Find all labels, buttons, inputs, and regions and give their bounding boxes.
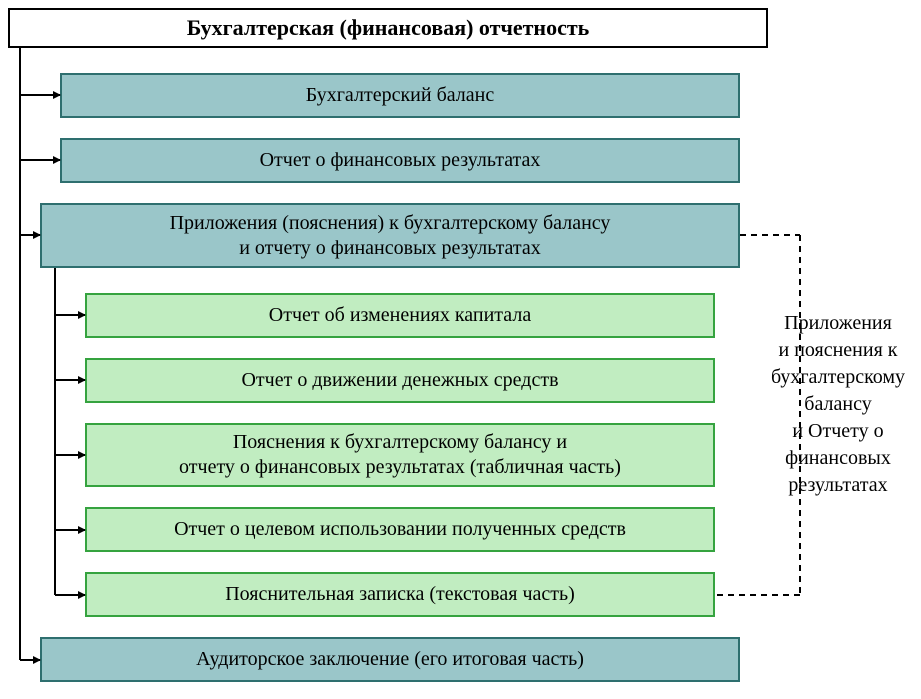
node-targeted-funds-report: Отчет о целевом использовании полученных… xyxy=(85,507,715,552)
node-label: Отчет об изменениях капитала xyxy=(269,303,531,328)
side-annotation-text: Приложенияи пояснения кбухгалтерскомубал… xyxy=(771,312,905,496)
node-label: Отчет о целевом использовании полученных… xyxy=(174,517,626,542)
node-explanatory-note: Пояснительная записка (текстовая часть) xyxy=(85,572,715,617)
side-annotation: Приложенияи пояснения кбухгалтерскомубал… xyxy=(758,310,918,499)
node-header-label: Бухгалтерская (финансовая) отчетность xyxy=(187,14,590,42)
node-label: Приложения (пояснения) к бухгалтерскому … xyxy=(170,211,611,261)
node-label: Отчет о финансовых результатах xyxy=(260,148,541,173)
node-financial-results: Отчет о финансовых результатах xyxy=(60,138,740,183)
node-label: Бухгалтерский баланс xyxy=(306,83,495,108)
node-label: Отчет о движении денежных средств xyxy=(241,368,558,393)
node-header: Бухгалтерская (финансовая) отчетность xyxy=(8,8,768,48)
node-balance-notes-tabular: Пояснения к бухгалтерскому балансу иотче… xyxy=(85,423,715,487)
node-label: Пояснения к бухгалтерскому балансу иотче… xyxy=(179,430,621,480)
node-balance-sheet: Бухгалтерский баланс xyxy=(60,73,740,118)
node-cash-flow: Отчет о движении денежных средств xyxy=(85,358,715,403)
node-appendices: Приложения (пояснения) к бухгалтерскому … xyxy=(40,203,740,268)
node-audit-report: Аудиторское заключение (его итоговая час… xyxy=(40,637,740,682)
node-capital-changes: Отчет об изменениях капитала xyxy=(85,293,715,338)
node-label: Аудиторское заключение (его итоговая час… xyxy=(196,647,584,672)
node-label: Пояснительная записка (текстовая часть) xyxy=(225,582,575,607)
